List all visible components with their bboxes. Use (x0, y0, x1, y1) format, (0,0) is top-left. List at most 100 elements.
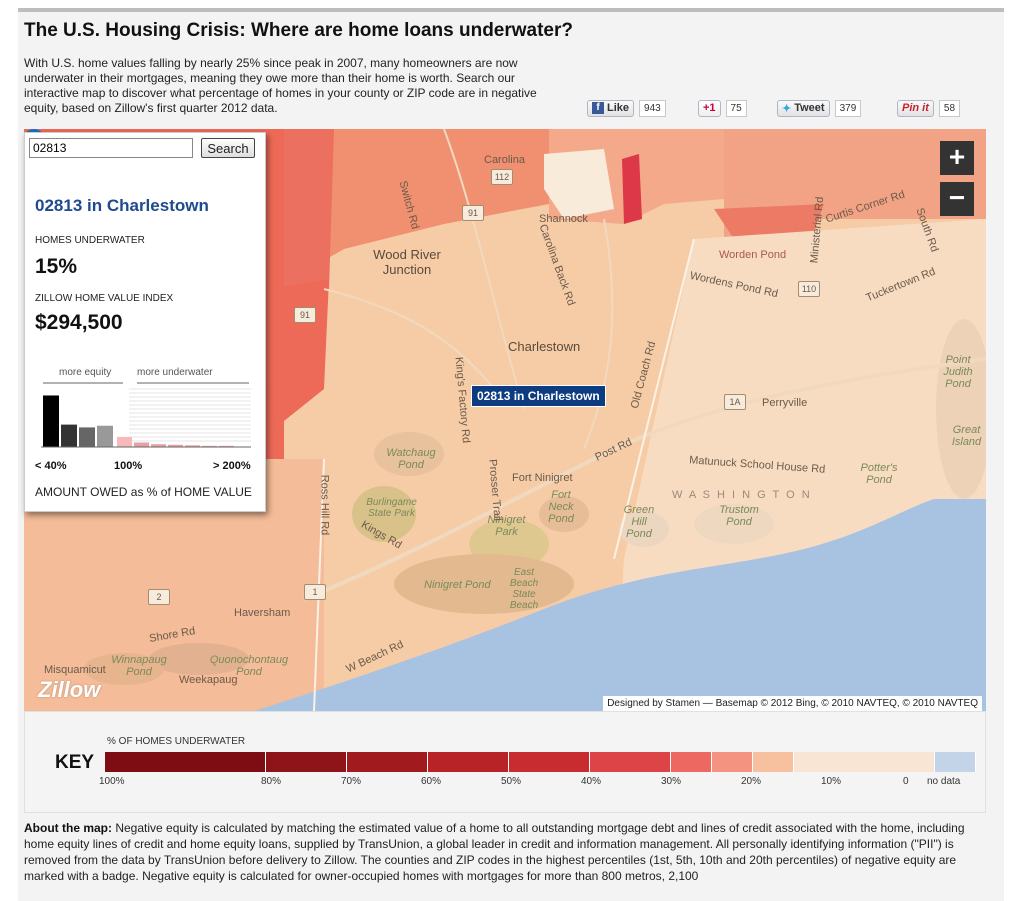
pinit-button[interactable]: Pin it (897, 99, 934, 117)
route-91-shield: 91 (462, 205, 484, 221)
page-container: The U.S. Housing Crisis: Where are home … (18, 12, 1004, 901)
label-east-beach: East Beach State Beach (509, 567, 539, 611)
key-title: KEY (55, 752, 95, 773)
region-shannock (544, 149, 614, 219)
zillow-logo: Zillow (38, 677, 101, 702)
quonochontaug-pond (149, 643, 249, 675)
label-charlestown: Charlestown (508, 339, 581, 354)
twitter-share[interactable]: ✦ Tweet 379 (777, 98, 862, 118)
underwater-label: HOMES UNDERWATER (35, 235, 145, 246)
burlingame-park (352, 486, 416, 542)
about-lead: About the map: (24, 821, 112, 835)
gplus-share[interactable]: +1 75 (698, 98, 747, 118)
key-swatch (794, 752, 935, 772)
region-northwest-dark (274, 129, 334, 329)
label-fort-ninigret: Fort Ninigret (512, 472, 573, 484)
zoom-in-button[interactable]: + (940, 141, 974, 175)
zoom-out-button[interactable]: − (940, 182, 974, 216)
label-ninigret-park: Ninigret Park (487, 514, 526, 538)
histogram-svg (41, 382, 251, 448)
info-panel: Search 02813 in Charlestown HOMES UNDERW… (24, 132, 266, 512)
histogram-caption: AMOUNT OWED as % of HOME VALUE (35, 485, 252, 499)
trustom-pond (694, 504, 774, 544)
route-112-shield: 112 (491, 169, 513, 185)
facebook-like-button[interactable]: f Like (587, 99, 635, 117)
page-title: The U.S. Housing Crisis: Where are home … (24, 20, 573, 41)
about-text: Negative equity is calculated by matchin… (24, 821, 965, 883)
label-haversham: Haversham (234, 607, 291, 619)
histogram-bar-underwater (202, 445, 217, 447)
label-green-hill: Green Hill Pond (623, 504, 655, 540)
key-tick-nodata: no data (927, 776, 961, 787)
tweet-button[interactable]: ✦ Tweet (777, 99, 830, 117)
label-trustom: Trustom Pond (719, 504, 759, 528)
key-swatch (712, 752, 753, 772)
route-91 (323, 288, 495, 390)
key-tick-80: 80% (261, 776, 282, 787)
search-input[interactable] (29, 138, 193, 158)
label-winnapaug: Winnapaug Pond (111, 654, 167, 678)
axis-right-label: > 200% (213, 460, 251, 472)
label-quonochontaug: Quonochontaug Pond (209, 654, 289, 678)
histogram-bar-underwater (168, 444, 183, 447)
label-weekapaug: Weekapaug (179, 674, 238, 686)
region-westerly-south (24, 459, 324, 711)
label-point-judith: Point Judith Pond (943, 354, 973, 390)
key-swatch (590, 752, 671, 772)
facebook-count: 943 (639, 99, 666, 117)
map-canvas[interactable]: Charlestown Wood River Junction Shannock… (24, 129, 986, 711)
equity-histogram: more equity more underwater (37, 367, 253, 455)
label-fort-neck: Fort Neck Pond (548, 489, 574, 525)
intro-text: With U.S. home values falling by nearly … (24, 56, 537, 115)
histo-left-label: more equity (59, 367, 112, 378)
map-credits: Designed by Stamen — Basemap © 2012 Bing… (603, 696, 982, 711)
location-title: 02813 in Charlestown (35, 196, 209, 215)
label-worden-pond: Worden Pond (719, 249, 787, 261)
key-tick-100: 100% (99, 776, 125, 787)
key-swatch (428, 752, 509, 772)
histogram-bar-equity (43, 395, 59, 447)
zhvi-value: $294,500 (35, 311, 123, 334)
block-island-sound (254, 499, 986, 711)
facebook-like[interactable]: f Like 943 (587, 98, 666, 118)
key-subtitle: % OF HOMES UNDERWATER (107, 736, 246, 747)
key-tick-40: 40% (581, 776, 602, 787)
ninigret-pond (394, 554, 574, 614)
underwater-value: 15% (35, 255, 78, 278)
green-hill-pond (619, 511, 669, 547)
top-border (18, 8, 1004, 12)
key-swatch (266, 752, 347, 772)
marker-label[interactable]: 02813 in Charlestown (471, 385, 606, 407)
label-wood-river: Wood River Junction (373, 247, 441, 277)
facebook-icon: f (592, 102, 604, 114)
histogram-bar-underwater (117, 436, 132, 447)
route-1a-shield: 1A (724, 394, 746, 410)
pinterest-count: 58 (938, 99, 961, 117)
zhvi-label: ZILLOW HOME VALUE INDEX (35, 293, 174, 304)
key-tick-70: 70% (341, 776, 362, 787)
gplus-button[interactable]: +1 (698, 99, 721, 117)
route-2-shield: 2 (148, 589, 170, 605)
region-zip-red (622, 154, 642, 224)
key-tick-30: 30% (661, 776, 682, 787)
key-swatch (509, 752, 590, 772)
label-ross-hill: Ross Hill Rd (318, 474, 331, 536)
histogram-bar-underwater (134, 442, 149, 447)
town-boundary (613, 238, 695, 560)
histogram-bar-equity (61, 424, 77, 447)
label-potters: Potter's Pond (860, 462, 898, 486)
key-swatch (347, 752, 428, 772)
gplus-count: 75 (725, 99, 747, 117)
twitter-bird-icon: ✦ (782, 102, 792, 115)
about-map: About the map: Negative equity is calcul… (24, 820, 980, 884)
key-swatch (105, 752, 266, 772)
winnapaug-pond (84, 653, 164, 685)
search-button[interactable]: Search (201, 138, 255, 158)
key-swatch (671, 752, 712, 772)
route-110-shield: 110 (798, 281, 820, 297)
histogram-bar-equity (97, 425, 113, 447)
histogram-bar-underwater (219, 445, 234, 447)
histo-right-label: more underwater (137, 367, 213, 378)
twitter-count: 379 (834, 99, 862, 117)
pinterest-share[interactable]: Pin it 58 (897, 98, 961, 118)
